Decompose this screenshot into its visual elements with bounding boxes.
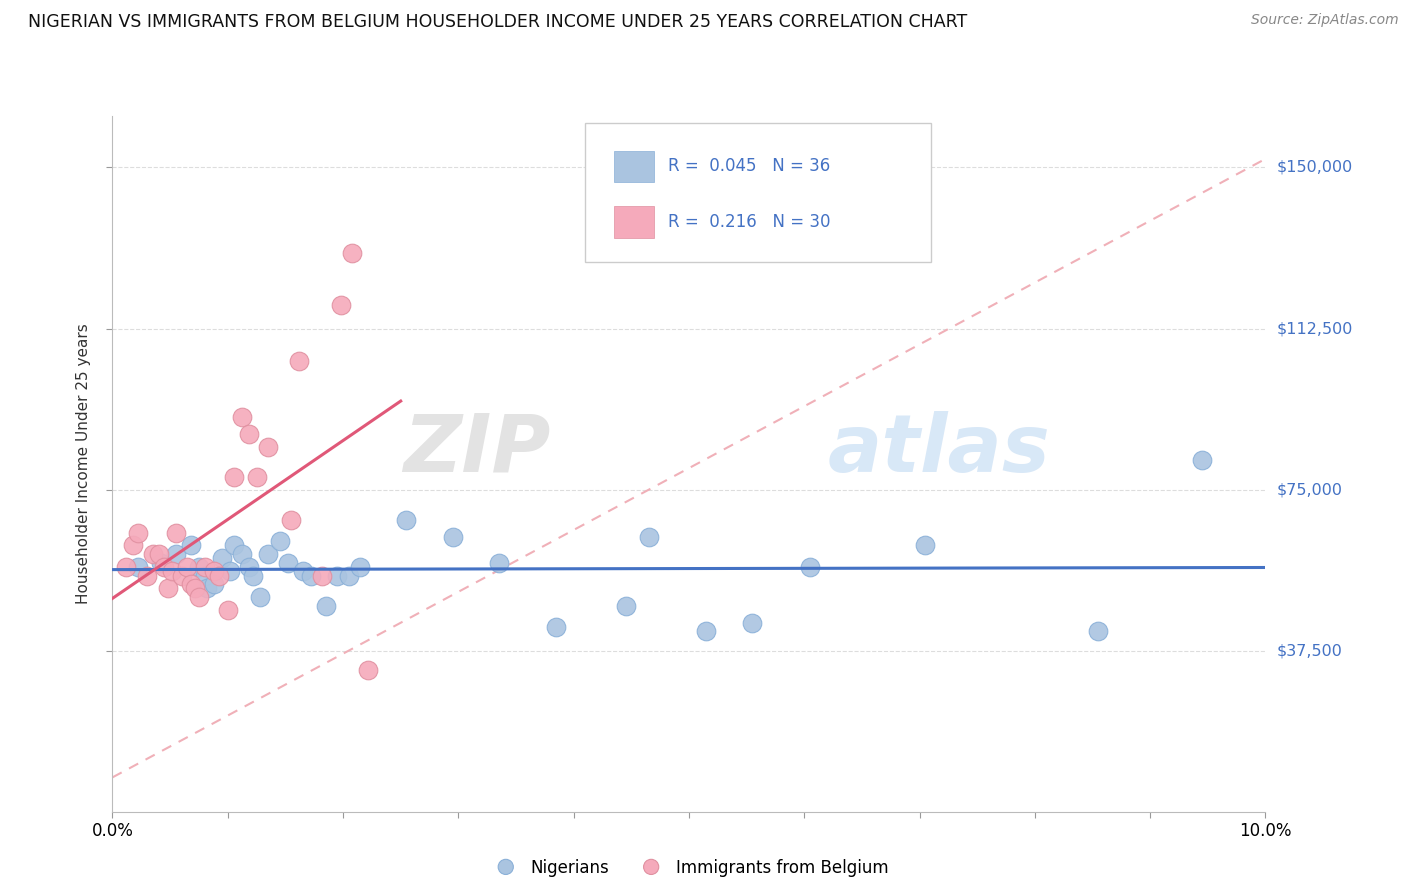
Point	[180, 577, 202, 591]
Point	[741, 615, 763, 630]
Point	[222, 538, 245, 552]
Point	[194, 560, 217, 574]
Point	[441, 530, 464, 544]
Point	[799, 560, 821, 574]
Point	[188, 590, 211, 604]
Point	[269, 534, 291, 549]
Text: $112,500: $112,500	[1277, 321, 1353, 336]
Point	[222, 469, 245, 483]
Point	[291, 564, 314, 578]
Point	[614, 599, 637, 613]
Point	[315, 599, 337, 613]
Point	[238, 560, 260, 574]
Point	[357, 663, 380, 677]
Point	[153, 560, 176, 574]
Point	[257, 547, 280, 561]
Bar	[614, 151, 654, 182]
Point	[329, 298, 352, 312]
Point	[148, 547, 170, 561]
Text: Source: ZipAtlas.com: Source: ZipAtlas.com	[1251, 13, 1399, 28]
Point	[231, 409, 253, 424]
Point	[1191, 452, 1213, 467]
Point	[546, 620, 568, 634]
Legend: Nigerians, Immigrants from Belgium: Nigerians, Immigrants from Belgium	[482, 852, 896, 883]
Point	[277, 556, 299, 570]
Point	[180, 538, 202, 552]
FancyBboxPatch shape	[585, 123, 931, 262]
Point	[136, 568, 159, 582]
Point	[122, 538, 145, 552]
Point	[149, 556, 172, 570]
Text: R =  0.045   N = 36: R = 0.045 N = 36	[668, 157, 831, 175]
Point	[349, 560, 371, 574]
Point	[202, 564, 225, 578]
Point	[202, 577, 225, 591]
Point	[245, 469, 267, 483]
Point	[1087, 624, 1109, 639]
Text: ZIP: ZIP	[404, 411, 551, 489]
Text: atlas: atlas	[827, 411, 1050, 489]
Point	[337, 568, 360, 582]
Point	[326, 568, 349, 582]
Point	[219, 564, 242, 578]
Text: $37,500: $37,500	[1277, 643, 1343, 658]
Point	[170, 568, 193, 582]
Point	[217, 603, 239, 617]
Point	[695, 624, 717, 639]
Point	[257, 440, 280, 454]
Point	[242, 568, 264, 582]
Point	[194, 568, 217, 582]
Y-axis label: Householder Income Under 25 years: Householder Income Under 25 years	[76, 324, 91, 604]
Point	[488, 556, 510, 570]
Point	[299, 568, 322, 582]
Point	[207, 568, 229, 582]
Point	[211, 551, 233, 566]
Point	[914, 538, 936, 552]
Point	[188, 560, 211, 574]
Point	[127, 560, 149, 574]
Point	[162, 564, 184, 578]
Point	[395, 513, 418, 527]
Text: NIGERIAN VS IMMIGRANTS FROM BELGIUM HOUSEHOLDER INCOME UNDER 25 YEARS CORRELATIO: NIGERIAN VS IMMIGRANTS FROM BELGIUM HOUS…	[28, 13, 967, 31]
Point	[249, 590, 271, 604]
Text: R =  0.216   N = 30: R = 0.216 N = 30	[668, 213, 831, 231]
Point	[311, 568, 333, 582]
Point	[127, 525, 149, 540]
Point	[342, 246, 364, 260]
Text: $150,000: $150,000	[1277, 160, 1353, 175]
Point	[637, 530, 659, 544]
Point	[288, 353, 311, 368]
Bar	[614, 206, 654, 238]
Text: $75,000: $75,000	[1277, 482, 1343, 497]
Point	[165, 525, 187, 540]
Point	[176, 560, 198, 574]
Point	[231, 547, 253, 561]
Point	[156, 582, 179, 596]
Point	[165, 547, 187, 561]
Point	[238, 426, 260, 441]
Point	[142, 547, 165, 561]
Point	[115, 560, 138, 574]
Point	[184, 582, 207, 596]
Point	[280, 513, 302, 527]
Point	[195, 582, 218, 596]
